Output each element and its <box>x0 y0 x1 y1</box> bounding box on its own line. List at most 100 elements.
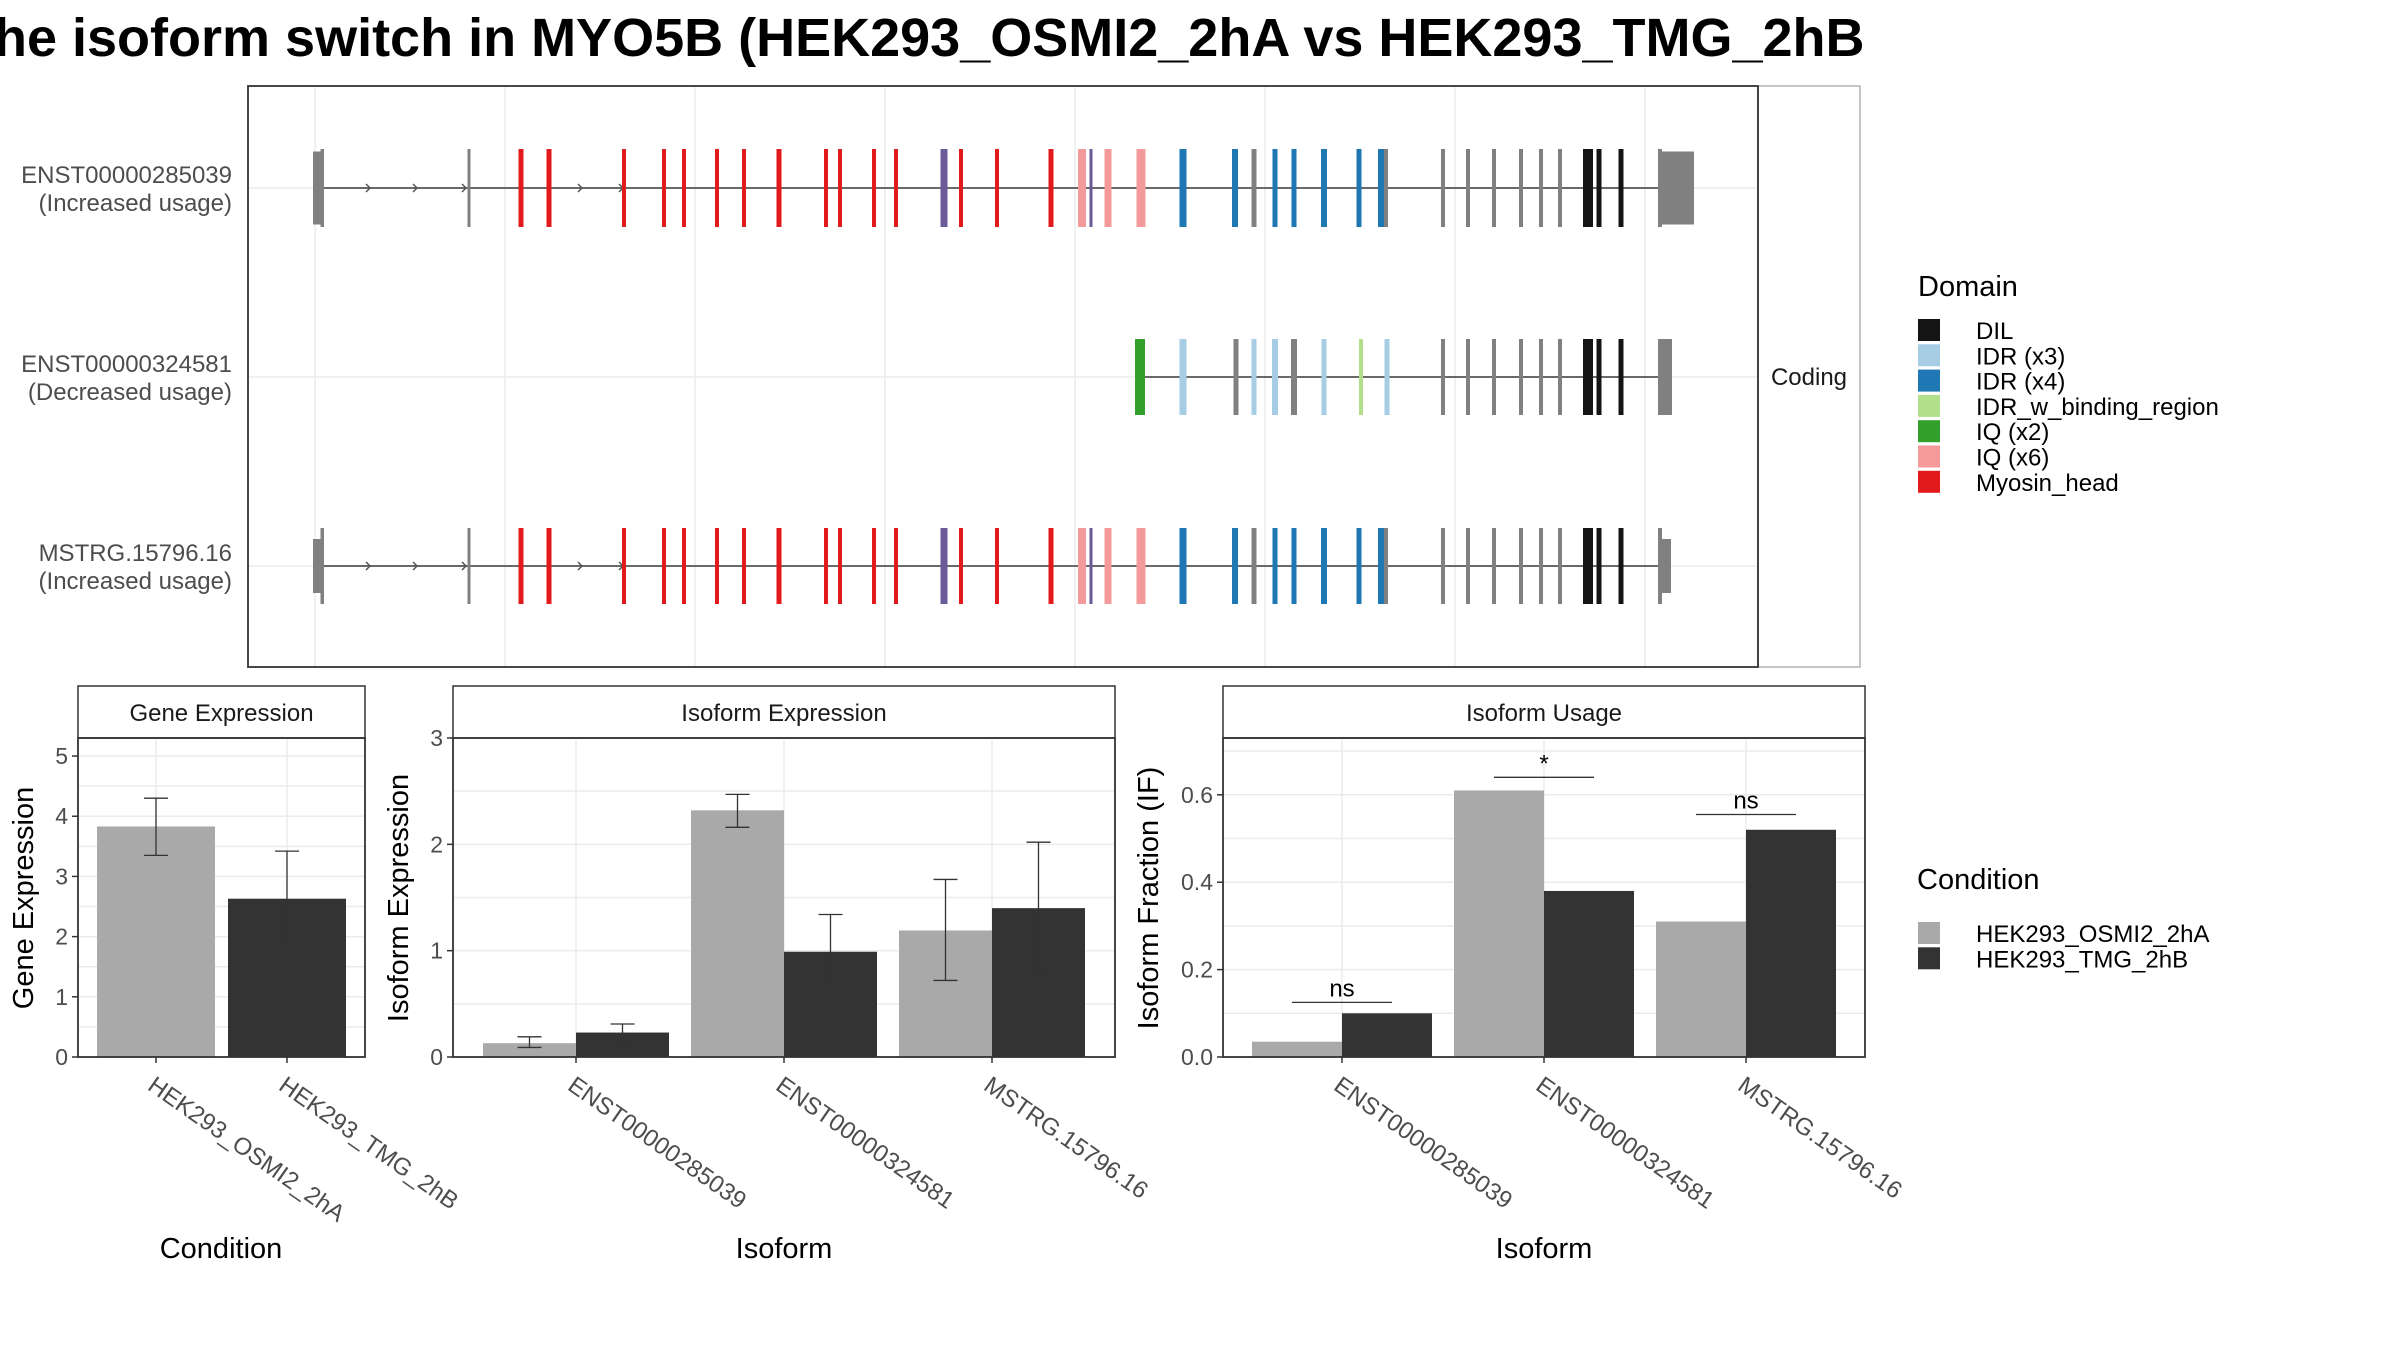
exon-myosin-head <box>838 149 842 227</box>
exon-dil <box>1587 149 1593 227</box>
exon-idr-x4- <box>1291 149 1297 227</box>
y-tick-label: 3 <box>430 725 443 751</box>
plot-border <box>1222 737 1866 1058</box>
panel-strip <box>77 685 366 739</box>
exon-none <box>467 149 471 227</box>
legend-label-domain: IQ (x2) <box>1976 419 2049 446</box>
y-tick-label: 0 <box>55 1044 68 1070</box>
exon-idr-x4- <box>1272 528 1278 604</box>
x-axis-label: Condition <box>160 1233 283 1265</box>
exon-iq-x6- <box>1078 149 1086 227</box>
panel-strip <box>452 685 1116 739</box>
panel-title: Gene Expression <box>129 700 313 727</box>
exon-myosin-head <box>682 528 686 604</box>
isoform-label-usage: (Decreased usage) <box>28 379 232 406</box>
exon-none <box>1492 528 1496 604</box>
x-tick-label: ENST00000324581 <box>771 1072 959 1215</box>
exon-myosin-head <box>1048 528 1054 604</box>
exon-none <box>1558 528 1562 604</box>
domain-legend-title: Domain <box>1918 271 2018 303</box>
exon-myosin-head <box>742 528 746 604</box>
exon-myosin-head <box>894 149 898 227</box>
exon-idr-x4- <box>1378 528 1384 604</box>
exon-none <box>1539 528 1543 604</box>
exon-none <box>1466 339 1470 415</box>
isoform-label-id: ENST00000324581 <box>21 351 232 378</box>
facet-label: Coding <box>1771 364 1847 391</box>
legend-key-domain <box>1918 445 1940 468</box>
x-tick-label: ENST00000285039 <box>563 1072 751 1215</box>
utr-start <box>313 151 322 225</box>
exon-idr-x4- <box>1291 528 1297 604</box>
isoform-label-id: ENST00000285039 <box>21 162 232 189</box>
y-tick-label: 2 <box>430 831 443 857</box>
chart-isoform-expression: Isoform Expression 0 1 2 3 ENST00000285039 ENS… <box>383 685 1153 1265</box>
significance-label: ns <box>1733 787 1758 814</box>
exon-myosin-head <box>776 528 782 604</box>
exon-dil <box>1587 339 1593 415</box>
legend-key-domain <box>1918 344 1940 367</box>
legend-label-domain: IDR (x3) <box>1976 343 2065 370</box>
strand-arrow <box>577 561 584 571</box>
panel-title: Isoform Expression <box>681 700 886 727</box>
exon-myosin-head <box>995 149 999 227</box>
plot-border <box>452 737 1116 1058</box>
exon-idr-x4- <box>1321 528 1327 604</box>
x-axis-label: Isoform <box>736 1233 833 1265</box>
exon-none <box>1384 149 1388 227</box>
y-tick-label: 0.4 <box>1181 869 1213 895</box>
exon-none <box>1558 149 1562 227</box>
exon-myosin-head <box>662 528 666 604</box>
exon-overlap <box>940 528 948 604</box>
exon-idr-x3- <box>1251 339 1257 415</box>
exon-myosin-head <box>518 528 524 604</box>
legend-key-domain <box>1918 369 1940 392</box>
exon-none <box>1233 339 1239 415</box>
y-tick-label: 1 <box>55 984 68 1010</box>
exon-myosin-head <box>622 528 626 604</box>
exon-idr-x4- <box>1179 528 1187 604</box>
exon-myosin-head <box>682 149 686 227</box>
exon-none <box>1441 339 1445 415</box>
bar <box>1746 829 1836 1057</box>
chart-isoform-usage: Isoform Usage 0.0 0.2 0.4 0.6 ns * ns ENST000002… <box>1133 685 1907 1265</box>
significance-label: ns <box>1329 975 1354 1002</box>
legend-label-domain: IQ (x6) <box>1976 445 2049 472</box>
facet-strip <box>1757 85 1861 668</box>
exon-none <box>1466 149 1470 227</box>
exon-dil <box>1587 528 1593 604</box>
exon-myosin-head <box>622 149 626 227</box>
exon-none <box>1519 149 1523 227</box>
exon-none <box>1492 339 1496 415</box>
figure-title: he isoform switch in MYO5B (HEK293_OSMI2… <box>0 8 1865 68</box>
exon-iq-x6- <box>1104 528 1112 604</box>
legend-label-domain: DIL <box>1976 318 2013 345</box>
exon-dil <box>1583 339 1587 415</box>
exon-dil <box>1596 149 1602 227</box>
exon-myosin-head <box>715 528 719 604</box>
significance-label: * <box>1539 750 1548 777</box>
strand-arrow <box>365 183 372 193</box>
exon-iq-x6- <box>1104 149 1112 227</box>
exon-idr-x3- <box>1179 339 1187 415</box>
legend-key-domain <box>1918 319 1940 341</box>
exon-idr-x4- <box>1179 149 1187 227</box>
y-tick-label: 4 <box>55 803 68 829</box>
panel-title: Isoform Usage <box>1466 700 1622 727</box>
legend-key-condition <box>1918 947 1940 970</box>
exon-dil <box>1618 528 1624 604</box>
utr-end <box>1660 339 1672 415</box>
isoform-label-usage: (Increased usage) <box>39 190 232 217</box>
y-tick-label: 0.6 <box>1181 782 1213 808</box>
panel-strip <box>1222 685 1866 739</box>
bar <box>97 826 215 1057</box>
legend-label-domain: IDR (x4) <box>1976 369 2065 396</box>
exon-dil <box>1596 528 1602 604</box>
utr-start <box>313 539 322 593</box>
y-tick-label: 3 <box>55 863 68 889</box>
exon-iq-x6- <box>1136 149 1146 227</box>
x-tick-label: MSTRG.15796.16 <box>979 1072 1153 1205</box>
legend-key-condition <box>1918 922 1940 944</box>
exon-idr-x4- <box>1272 149 1278 227</box>
